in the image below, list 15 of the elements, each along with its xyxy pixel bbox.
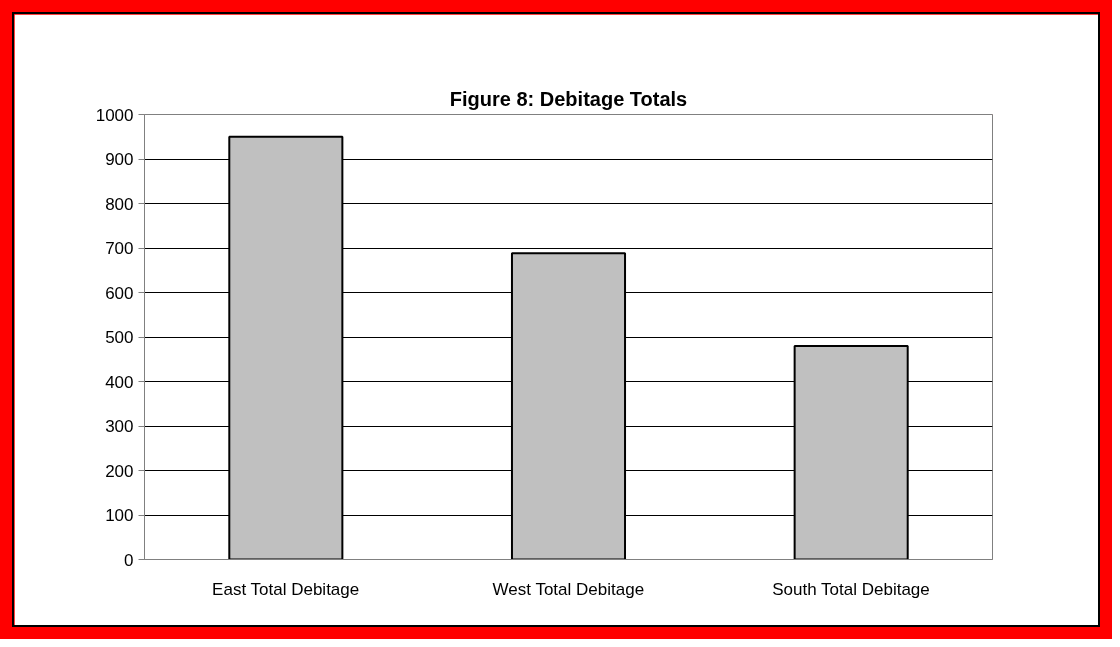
y-tick-label: 600 [105, 283, 134, 303]
chart-title: Figure 8: Debitage Totals [449, 87, 688, 110]
y-tick-label: 700 [105, 239, 134, 258]
y-tick-label: 300 [105, 417, 134, 436]
x-tick-label: East Total Debitage [212, 579, 360, 599]
y-tick-label: 400 [105, 372, 134, 392]
y-tick-label: 900 [105, 150, 134, 169]
y-tick-label: 0 [124, 550, 134, 570]
y-tick-label: 100 [105, 506, 134, 525]
y-tick-label: 200 [105, 461, 134, 481]
y-tick-label: 1000 [95, 105, 134, 125]
x-tick-label: West Total Debitage [492, 579, 645, 599]
x-tick-label: South Total Debitage [772, 579, 930, 599]
y-tick-label: 800 [105, 194, 134, 214]
y-tick-label: 500 [105, 328, 134, 347]
